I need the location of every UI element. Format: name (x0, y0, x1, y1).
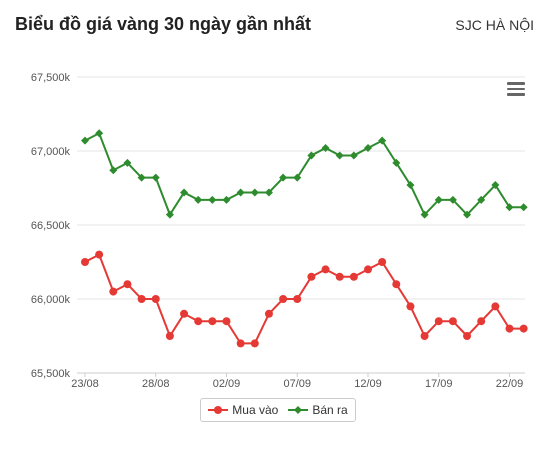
data-point-sell (335, 151, 344, 160)
series-line-sell (84, 131, 524, 217)
data-point-buy (165, 332, 174, 340)
data-point-buy (137, 295, 146, 303)
y-tick-label: 67,000k (31, 146, 71, 158)
legend-item-sell[interactable]: Bán ra (288, 403, 348, 417)
data-point-sell (491, 181, 500, 190)
data-point-sell (165, 210, 174, 219)
data-point-buy (335, 272, 344, 281)
data-point-buy (123, 280, 132, 289)
data-point-buy (448, 317, 457, 326)
x-tick-label: 17/09 (425, 378, 453, 390)
data-point-sell (279, 173, 288, 182)
data-point-buy (81, 258, 89, 266)
x-tick-label: 22/09 (496, 378, 524, 390)
data-point-sell (81, 136, 89, 145)
data-point-sell (392, 158, 401, 167)
data-point-sell (505, 203, 514, 212)
y-tick-label: 67,500k (31, 72, 71, 84)
data-point-buy (505, 324, 514, 333)
x-tick-label: 23/08 (71, 378, 99, 390)
data-point-buy (420, 332, 429, 340)
chart-title: Biểu đồ giá vàng 30 ngày gần nhất (15, 14, 312, 34)
sell-legend-marker-icon (288, 406, 309, 414)
x-tick-label: 12/09 (354, 378, 382, 390)
data-point-buy (95, 250, 104, 259)
data-point-sell (236, 188, 245, 197)
data-point-sell (151, 173, 160, 182)
data-point-buy (151, 295, 160, 303)
data-point-buy (109, 287, 118, 296)
data-point-sell (463, 210, 472, 219)
data-point-sell (222, 195, 231, 204)
data-point-sell (519, 203, 528, 212)
data-point-sell (180, 188, 189, 197)
data-point-buy (222, 317, 231, 326)
data-point-buy (477, 317, 486, 326)
data-point-sell (434, 195, 443, 204)
data-point-buy (519, 324, 528, 333)
buy-legend-marker-icon (208, 406, 229, 414)
data-point-sell (406, 181, 415, 190)
data-point-sell (477, 195, 486, 204)
data-point-buy (236, 339, 245, 348)
y-tick-label: 65,500k (31, 368, 71, 380)
menu-icon[interactable] (507, 82, 525, 96)
data-point-buy (293, 295, 302, 303)
data-point-sell (123, 158, 132, 167)
legend-label-sell: Bán ra (312, 403, 348, 417)
data-point-sell (349, 151, 358, 160)
x-tick-label: 07/09 (283, 378, 311, 390)
chart-legend: Mua vào Bán ra (200, 398, 356, 422)
data-point-buy (250, 339, 259, 348)
data-point-sell (307, 151, 316, 160)
data-point-buy (378, 258, 387, 266)
data-point-sell (420, 210, 429, 219)
data-point-buy (349, 272, 358, 281)
location-label: SJC HÀ NỘI (455, 17, 534, 33)
data-point-sell (364, 144, 372, 153)
data-point-sell (109, 166, 118, 175)
data-point-sell (194, 195, 203, 204)
data-point-buy (364, 265, 372, 274)
data-point-sell (208, 195, 217, 204)
data-point-sell (264, 188, 273, 197)
data-point-sell (137, 173, 146, 182)
data-point-buy (321, 265, 330, 274)
x-tick-label: 02/09 (213, 378, 241, 390)
data-point-sell (293, 173, 302, 182)
data-point-sell (95, 129, 104, 138)
data-point-buy (434, 317, 443, 326)
data-point-sell (250, 188, 259, 197)
data-point-buy (491, 302, 500, 311)
data-point-sell (378, 136, 387, 145)
data-point-buy (264, 309, 273, 318)
data-point-buy (194, 317, 203, 326)
data-point-buy (279, 295, 288, 303)
x-tick-label: 28/08 (142, 378, 170, 390)
data-point-sell (321, 144, 330, 153)
data-point-buy (208, 317, 217, 326)
data-point-sell (448, 195, 457, 204)
data-point-buy (463, 332, 472, 340)
legend-item-buy[interactable]: Mua vào (208, 403, 278, 417)
data-point-buy (406, 302, 415, 311)
data-point-buy (392, 280, 401, 289)
y-tick-label: 66,000k (31, 294, 71, 306)
legend-label-buy: Mua vào (232, 403, 279, 417)
data-point-buy (307, 272, 316, 281)
data-point-buy (180, 309, 189, 318)
y-tick-label: 66,500k (31, 220, 71, 232)
